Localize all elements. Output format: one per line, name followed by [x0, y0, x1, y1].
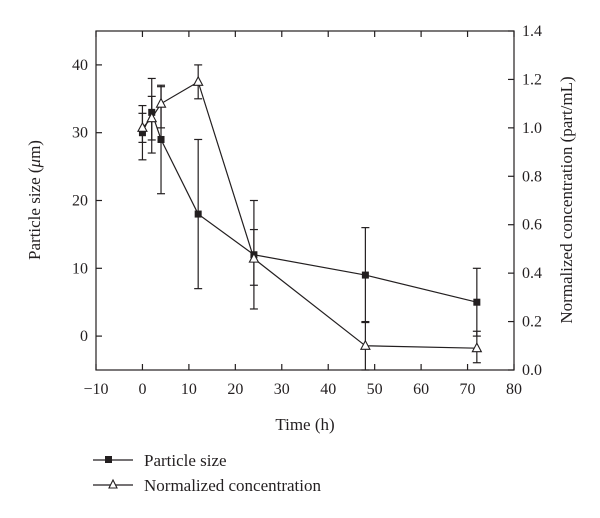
legend: Particle size Normalized concentration	[93, 451, 322, 495]
series-normalized-concentration	[137, 64, 483, 371]
legend-item-particle-size: Particle size	[93, 451, 227, 470]
data-point	[248, 252, 260, 263]
y-tick-label: 10	[72, 260, 88, 277]
data-point	[155, 97, 167, 108]
legend-label-particle-size: Particle size	[144, 451, 227, 470]
y2-tick-label: 0.2	[522, 314, 542, 331]
y2-tick-label: 1.4	[522, 23, 542, 40]
series	[137, 64, 483, 371]
series-particle-size	[138, 77, 481, 337]
x-tick-label: 60	[413, 381, 429, 398]
y-tick-label: 30	[72, 125, 88, 142]
data-point	[194, 210, 202, 218]
y-axis-label-main: Particle size (	[25, 167, 44, 260]
data-point	[192, 75, 204, 86]
x-tick-label: 40	[320, 381, 336, 398]
y-axis-label-unit: μ	[25, 159, 44, 169]
x-tick-label: 80	[506, 381, 522, 398]
plot-frame	[95, 30, 515, 371]
series-line	[142, 80, 477, 349]
y2-tick-label: 1.2	[522, 71, 542, 88]
x-tick-label: 70	[460, 381, 476, 398]
y2-tick-label: 0.0	[522, 362, 542, 379]
data-point	[157, 135, 165, 143]
x-axis-label: Time (h)	[275, 415, 334, 434]
legend-marker-square	[105, 456, 112, 463]
data-point	[137, 121, 148, 132]
y2-axis-label: Normalized concentration (part/mL)	[557, 76, 576, 323]
legend-item-normalized-concentration: Normalized concentration	[93, 476, 322, 495]
data-point	[146, 111, 158, 123]
y-tick-label: 20	[72, 193, 88, 210]
x-tick-label: 20	[227, 381, 243, 398]
y-axis-label-end: m)	[25, 140, 44, 159]
x-tick-label: 10	[181, 381, 197, 398]
legend-label-normalized-concentration: Normalized concentration	[144, 476, 322, 495]
x-tick-label: 0	[138, 381, 146, 398]
series-line	[141, 110, 477, 303]
y2-tick-label: 0.8	[522, 168, 542, 185]
y2-tick-label: 0.6	[522, 217, 542, 234]
data-point	[361, 271, 369, 279]
data-point	[359, 339, 371, 350]
y-tick-label: 40	[72, 57, 88, 74]
x-tick-label: 30	[274, 381, 290, 398]
data-point	[473, 298, 481, 306]
ticks: −10 0 10 20 30 40 50 60 70 80 0 10 20 30 40 0.0 0.2 0.4 0.…	[72, 23, 542, 398]
data-point	[471, 342, 483, 353]
y2-tick-label: 0.4	[522, 265, 542, 282]
x-tick-label: −10	[83, 381, 108, 398]
legend-marker-triangle	[108, 478, 118, 489]
y2-tick-label: 1.0	[522, 120, 542, 137]
y-tick-label: 0	[80, 328, 88, 345]
y-axis-label: Particle size (μm)	[25, 140, 44, 260]
x-tick-label: 50	[367, 381, 383, 398]
